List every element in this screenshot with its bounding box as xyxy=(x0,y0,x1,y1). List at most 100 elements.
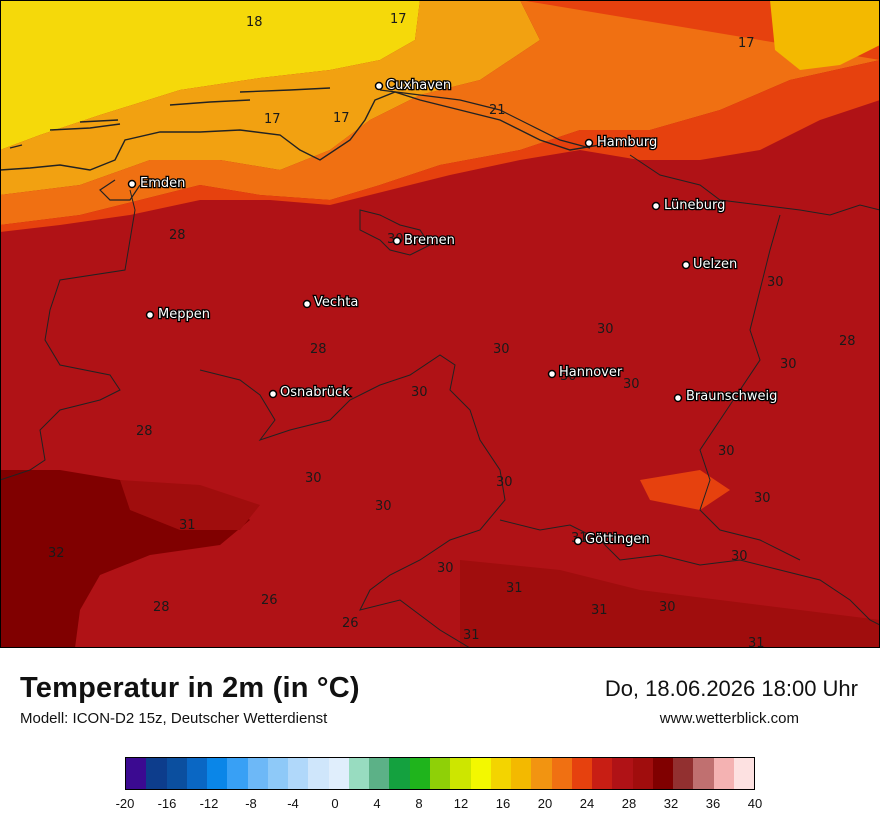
city-label: Bremen xyxy=(404,233,455,248)
border-east xyxy=(699,214,801,561)
website-link[interactable]: www.wetterblick.com xyxy=(659,710,799,727)
iso-label: 31 xyxy=(506,581,523,596)
city-vechta[interactable]: Vechta xyxy=(302,294,360,311)
scale-swatch xyxy=(207,758,228,789)
city-hamburg[interactable]: Hamburg xyxy=(584,134,659,151)
iso-label: 30 xyxy=(560,369,577,384)
scale-tick-label: 0 xyxy=(331,796,339,811)
iso-label: 30 xyxy=(731,549,748,564)
zone-31-south xyxy=(460,560,880,648)
zone-harz xyxy=(640,470,730,510)
city-uelzen[interactable]: Uelzen xyxy=(681,256,738,273)
island-juist xyxy=(79,119,119,123)
scale-tick-label: -12 xyxy=(199,796,219,811)
scale-swatch xyxy=(490,758,512,789)
scale-swatch xyxy=(308,758,329,789)
city-meppen[interactable]: Meppen xyxy=(145,306,211,323)
city-bremen[interactable]: Bremen xyxy=(392,232,456,249)
scale-tick-label: 32 xyxy=(663,796,679,811)
scale-tick-label: 8 xyxy=(415,796,423,811)
scale-swatch xyxy=(571,758,593,789)
scale-swatch xyxy=(328,758,349,789)
scale-swatch xyxy=(227,758,248,789)
iso-label: 28 xyxy=(839,334,856,349)
color-scale-ticks: -20 -16 -12 -8 -4 0 4 8 12 16 20 24 28 32 36 40 xyxy=(116,796,763,816)
iso-label: 28 xyxy=(310,342,327,357)
scale-swatch xyxy=(693,758,714,789)
zone-31-patch xyxy=(120,480,260,530)
iso-label: 31 xyxy=(463,628,480,643)
city-marker xyxy=(374,81,384,91)
scale-swatch xyxy=(612,758,633,789)
scale-swatch xyxy=(186,758,208,789)
scale-swatch xyxy=(450,758,471,789)
color-scale xyxy=(125,757,755,790)
iso-label: 17 xyxy=(333,111,350,126)
scale-swatch xyxy=(592,758,613,789)
iso-label: 30 xyxy=(754,491,771,506)
border-bremen xyxy=(359,209,431,256)
map-footer: Temperatur in 2m (in °C) Modell: ICON-D2… xyxy=(0,648,880,830)
scale-tick-label: 36 xyxy=(705,796,721,811)
city-marker xyxy=(268,389,278,399)
scale-tick-label: -16 xyxy=(157,796,177,811)
city-cuxhaven[interactable]: Cuxhaven xyxy=(374,77,452,94)
city-marker xyxy=(302,299,312,309)
iso-label: 28 xyxy=(169,228,186,243)
zone-20-coast xyxy=(0,0,540,195)
iso-label: 28 xyxy=(136,424,153,439)
city-label: Cuxhaven xyxy=(386,78,451,93)
iso-label: 30 xyxy=(493,342,510,357)
border-west xyxy=(0,189,136,481)
city-marker xyxy=(145,310,155,320)
scale-swatch xyxy=(247,758,268,789)
city-emden[interactable]: Emden xyxy=(127,175,187,192)
scale-tick-label: 4 xyxy=(373,796,381,811)
scale-tick-label: -8 xyxy=(245,796,257,811)
iso-label: 18 xyxy=(246,15,263,30)
scale-tick-label: 24 xyxy=(579,796,595,811)
map-title: Temperatur in 2m (in °C) xyxy=(20,672,360,704)
elbe-river xyxy=(379,89,591,149)
city-label: Uelzen xyxy=(693,257,737,272)
city-label: Vechta xyxy=(314,295,358,310)
scale-swatch xyxy=(632,758,653,789)
scale-swatch xyxy=(348,758,370,789)
city-label: Braunschweig xyxy=(686,389,777,404)
scale-swatch xyxy=(288,758,309,789)
iso-label: 17 xyxy=(264,112,281,127)
iso-label: 31 xyxy=(748,636,765,648)
city-hannover[interactable]: Hannover xyxy=(547,364,624,381)
scale-tick-label: 12 xyxy=(453,796,469,811)
scale-swatch xyxy=(470,758,491,789)
scale-swatch xyxy=(146,758,167,789)
coastline xyxy=(0,91,621,171)
border-east-north xyxy=(629,154,880,216)
city-label: Meppen xyxy=(158,307,210,322)
city-label: Emden xyxy=(140,176,185,191)
scale-swatch xyxy=(126,758,147,789)
scale-swatch xyxy=(166,758,187,789)
iso-label: 30 xyxy=(411,385,428,400)
island-norderney xyxy=(169,99,251,106)
city-marker xyxy=(681,260,691,270)
scale-swatch xyxy=(652,758,674,789)
iso-label: 30 xyxy=(305,471,322,486)
city-braunschweig[interactable]: Braunschweig xyxy=(673,388,779,405)
scale-swatch xyxy=(369,758,390,789)
city-label: Hannover xyxy=(559,365,623,380)
zone-17-east xyxy=(770,0,880,70)
city-osnabrueck[interactable]: Osnabrück xyxy=(268,384,351,401)
city-goettingen[interactable]: Göttingen xyxy=(573,531,651,548)
iso-label: 32 xyxy=(48,546,65,561)
city-lueneburg[interactable]: Lüneburg xyxy=(651,197,727,214)
city-marker xyxy=(127,179,137,189)
iso-label: 26 xyxy=(261,593,278,608)
city-marker xyxy=(651,201,661,211)
island-langeoog xyxy=(239,87,331,93)
island-small xyxy=(9,144,23,149)
temperature-map: 18 17 17 17 17 21 28 28 28 30 30 30 30 3… xyxy=(0,0,880,648)
scale-swatch xyxy=(551,758,572,789)
iso-label: 21 xyxy=(489,103,506,118)
scale-tick-label: -20 xyxy=(115,796,135,811)
